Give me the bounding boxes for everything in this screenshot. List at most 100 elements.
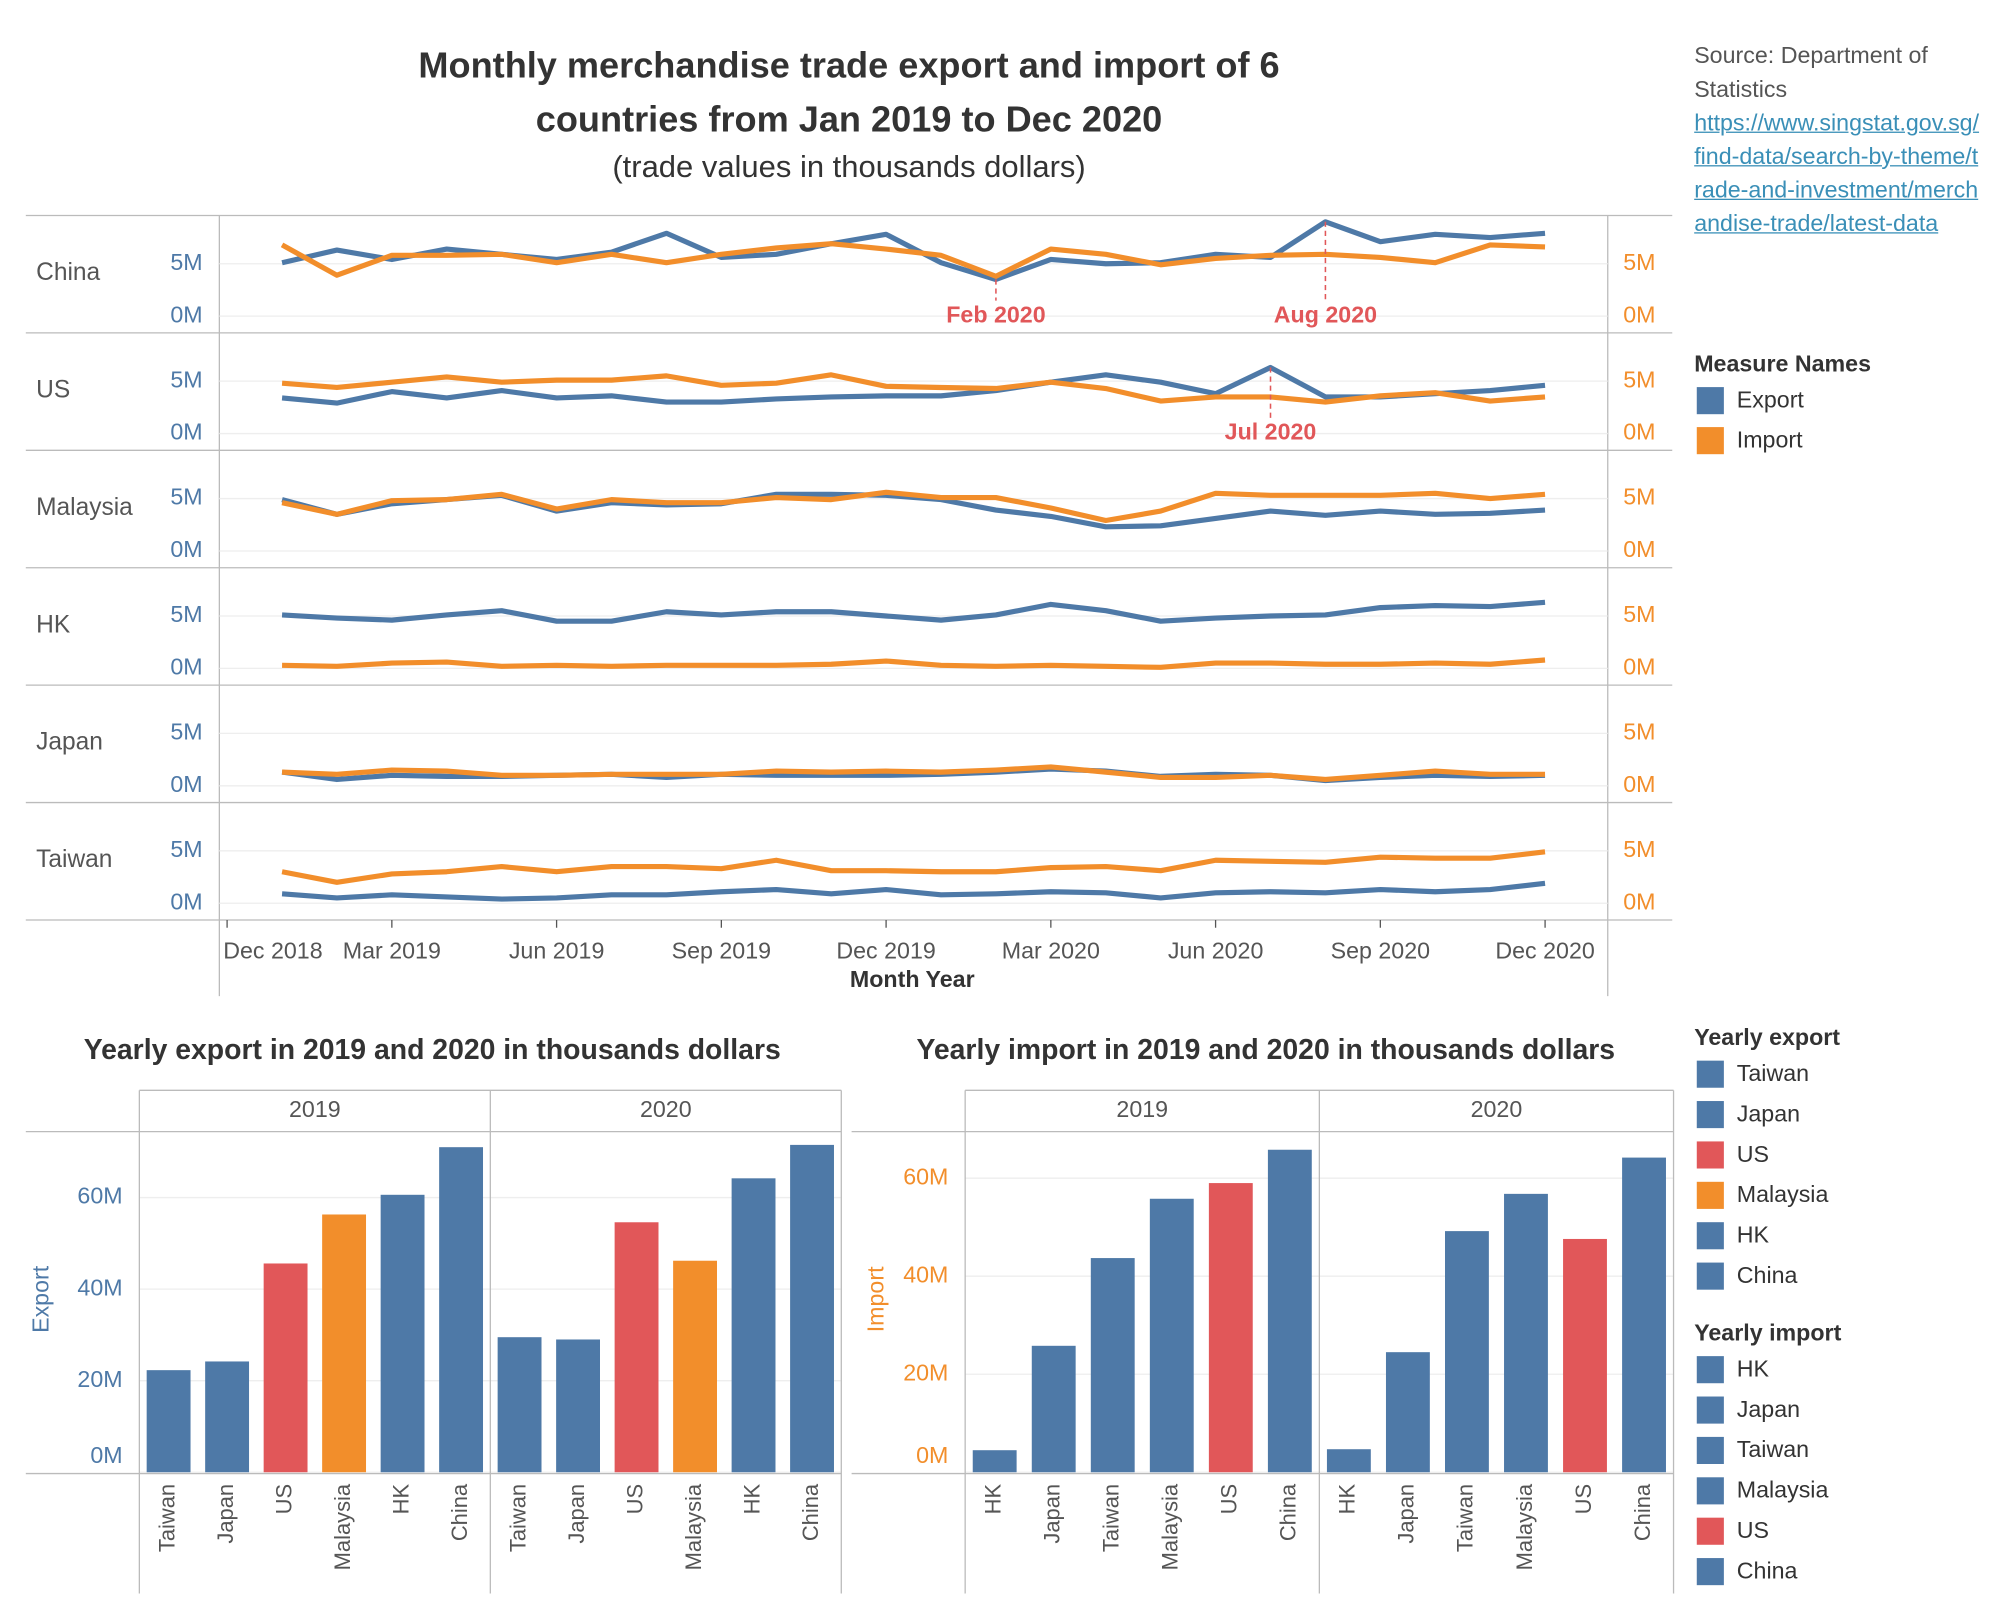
y-tick-label: 0M [916, 1442, 948, 1468]
bar [556, 1339, 601, 1473]
facet-label: 2019 [1116, 1096, 1168, 1122]
legend-swatch [1696, 1477, 1724, 1505]
x-tick-label: Malaysia [1158, 1483, 1183, 1570]
x-tick-label: US [1571, 1484, 1596, 1514]
legend-label: US [1737, 1517, 1769, 1543]
x-tick-label: Japan [564, 1484, 589, 1544]
y-tick-label: 5M [170, 366, 202, 392]
panel-label: Taiwan [36, 846, 112, 873]
x-tick-label: Sep 2019 [672, 937, 771, 963]
y-tick-label: 0M [90, 1442, 122, 1468]
y-tick-label: 60M [77, 1183, 122, 1209]
x-tick-label: Taiwan [1099, 1484, 1124, 1552]
legend-swatch [1696, 1356, 1724, 1384]
legend-swatch [1696, 1262, 1724, 1290]
x-tick-label: Malaysia [330, 1483, 355, 1570]
bar [146, 1370, 191, 1473]
legend-label: Taiwan [1737, 1060, 1809, 1086]
series-line [281, 764, 1546, 783]
panel-label: Malaysia [36, 494, 133, 521]
y2-tick-label: 5M [1623, 249, 1655, 275]
series-line [281, 880, 1546, 902]
y-tick-label: 40M [903, 1261, 948, 1287]
x-tick-label: HK [388, 1483, 413, 1514]
y2-tick-label: 0M [1623, 301, 1655, 327]
y2-tick-label: 0M [1623, 419, 1655, 445]
x-tick-label: HK [1335, 1483, 1360, 1514]
x-tick-label: Japan [213, 1484, 238, 1544]
legend-label: Malaysia [1737, 1181, 1829, 1207]
bar [1090, 1258, 1135, 1473]
y-tick-label: 0M [170, 301, 202, 327]
x-tick-label: Mar 2020 [1002, 937, 1100, 963]
legend-swatch [1696, 427, 1724, 455]
source-text: Source: Department of Statistics [1694, 42, 1928, 102]
bar [1208, 1183, 1253, 1473]
legend-swatch [1696, 1060, 1724, 1088]
source-note: Source: Department of Statistics https:/… [1694, 39, 1983, 240]
series-line [281, 364, 1546, 406]
facet-label: 2020 [640, 1096, 692, 1122]
legend-label: China [1737, 1262, 1798, 1288]
y2-tick-label: 5M [1623, 484, 1655, 510]
facet-label: 2019 [289, 1096, 341, 1122]
x-tick-label: HK [739, 1483, 764, 1514]
bar [322, 1214, 367, 1473]
x-tick-label: China [798, 1483, 823, 1541]
x-tick-label: Dec 2018 [223, 937, 322, 963]
x-tick-label: Mar 2019 [343, 937, 441, 963]
x-tick-label: Taiwan [505, 1484, 530, 1552]
x-tick-label: China [1630, 1483, 1655, 1541]
x-tick-label: Japan [1394, 1484, 1419, 1544]
x-tick-label: Jun 2020 [1168, 937, 1264, 963]
series-line [281, 372, 1546, 405]
bar [1445, 1231, 1489, 1473]
y-tick-label: 5M [170, 719, 202, 745]
x-axis-title: Month Year [850, 966, 975, 992]
x-tick-label: Sep 2020 [1331, 937, 1430, 963]
legend-label: HK [1737, 1355, 1770, 1381]
x-tick-label: China [447, 1483, 472, 1541]
x-tick-label: Taiwan [1453, 1484, 1478, 1552]
legend-swatch [1696, 1141, 1724, 1169]
x-tick-label: Dec 2019 [836, 937, 935, 963]
legend-label: HK [1737, 1222, 1770, 1248]
bar [439, 1147, 484, 1473]
series-line [280, 241, 1546, 279]
series-line [281, 489, 1546, 524]
x-tick-label: Taiwan [154, 1484, 179, 1552]
y-axis-title: Import [863, 1266, 889, 1332]
bar [1267, 1149, 1312, 1473]
bar [673, 1260, 717, 1473]
bar [1326, 1449, 1371, 1473]
x-tick-label: Malaysia [1512, 1483, 1537, 1570]
y2-tick-label: 5M [1623, 719, 1655, 745]
y2-tick-label: 5M [1623, 601, 1655, 627]
x-tick-label: US [622, 1484, 647, 1514]
source-link[interactable]: https://www.singstat.gov.sg/find-data/se… [1694, 109, 1980, 237]
y-tick-label: 0M [170, 654, 202, 680]
bar [1504, 1193, 1548, 1473]
legend-swatch [1696, 1181, 1724, 1209]
panel-label: HK [36, 611, 71, 638]
legend-swatch [1696, 1436, 1724, 1465]
bar [614, 1222, 659, 1473]
y-tick-label: 5M [170, 601, 202, 627]
legend-label: Japan [1737, 1396, 1800, 1422]
y2-tick-label: 0M [1623, 654, 1655, 680]
bar [497, 1337, 542, 1473]
y-tick-label: 5M [170, 249, 202, 275]
y2-tick-label: 0M [1623, 771, 1655, 797]
y-tick-label: 40M [77, 1274, 122, 1300]
y-tick-label: 0M [170, 771, 202, 797]
y-tick-label: 60M [903, 1163, 948, 1189]
bar [205, 1361, 250, 1473]
y-tick-label: 0M [170, 536, 202, 562]
chart-subtitle: (trade values in thousands dollars) [612, 149, 1086, 185]
series-line [281, 599, 1546, 624]
legend-label: US [1737, 1141, 1769, 1167]
x-tick-label: US [1217, 1484, 1242, 1514]
x-tick-label: Japan [1040, 1484, 1065, 1544]
y2-tick-label: 0M [1623, 888, 1655, 914]
